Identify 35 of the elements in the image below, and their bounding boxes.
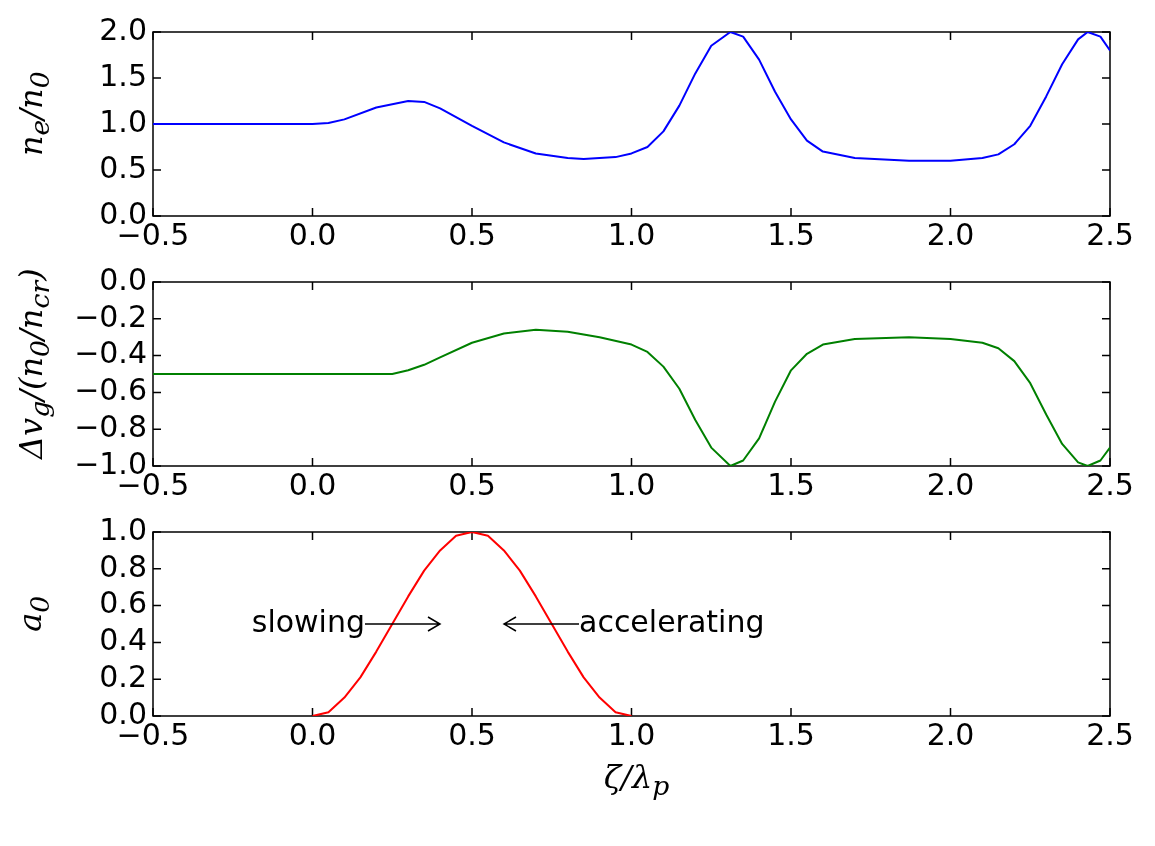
x-tick-label: 0.5 <box>448 466 496 502</box>
x-tick-label: 2.5 <box>1086 466 1134 502</box>
y-tick-label: 2.0 <box>99 11 147 47</box>
y-tick-label: 1.5 <box>99 57 147 93</box>
y-tick-label: 0.0 <box>99 261 147 297</box>
x-tick-label: 2.0 <box>926 716 975 752</box>
x-tick-label: 1.0 <box>607 466 656 502</box>
x-tick-label: 1.5 <box>767 216 815 252</box>
x-axis-title: ζ/λ$_{p}$ <box>602 758 671 802</box>
y-tick-label: 0.5 <box>99 149 147 185</box>
annotation: accelerating <box>579 603 765 639</box>
x-tick-label: 1.0 <box>607 216 656 252</box>
x-tick-label: 0.0 <box>288 716 337 752</box>
x-tick-label: 1.5 <box>767 716 815 752</box>
x-tick-label: 0.0 <box>288 466 337 502</box>
x-tick-label: 2.5 <box>1086 216 1134 252</box>
annotation: slowing <box>251 603 365 639</box>
y-tick-label: −0.4 <box>74 335 147 371</box>
x-tick-label: 0.5 <box>448 216 496 252</box>
y-tick-label: 1.0 <box>99 511 147 547</box>
x-tick-label: 1.0 <box>607 716 656 752</box>
y-tick-label: 0.4 <box>99 622 147 658</box>
x-tick-label: 2.0 <box>926 466 975 502</box>
y-tick-label: −0.8 <box>74 409 147 444</box>
y-tick-label: −0.6 <box>74 372 147 408</box>
x-tick-label: 2.0 <box>926 216 975 252</box>
y-tick-label: −0.2 <box>74 298 147 334</box>
x-tick-label: 1.5 <box>767 466 815 502</box>
x-tick-label: 2.5 <box>1086 716 1134 752</box>
y-tick-label: 0.6 <box>99 585 147 621</box>
y-tick-label: 1.0 <box>99 103 147 139</box>
x-tick-label: 0.5 <box>448 716 496 752</box>
y-tick-label: 0.8 <box>99 548 147 584</box>
x-tick-label: 0.0 <box>288 216 337 252</box>
y-tick-label: 0.2 <box>99 659 147 694</box>
